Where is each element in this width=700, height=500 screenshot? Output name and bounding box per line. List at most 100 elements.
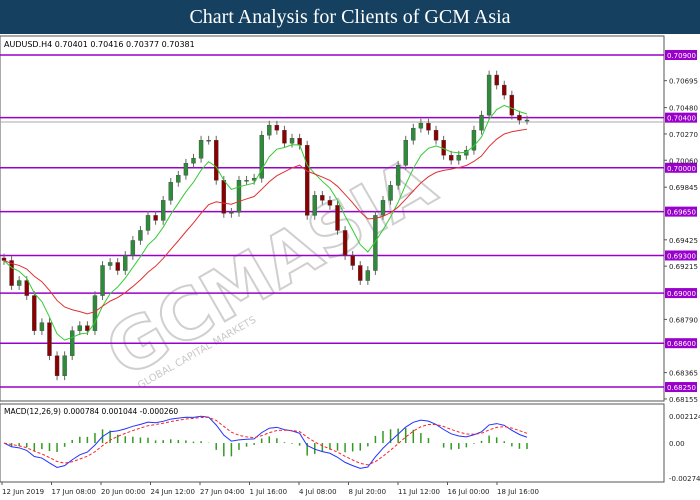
level-label: 0.69300 [667, 252, 696, 260]
x-tick-label: 1 Jul 16:00 [250, 488, 288, 496]
y-tick-label: 0.68365 [669, 370, 698, 378]
candle [221, 180, 227, 214]
level-label-bg [665, 288, 697, 299]
x-tick-label: 4 Jul 08:00 [299, 488, 337, 496]
y-tick-label: 0.70060 [669, 157, 698, 165]
candle [403, 140, 408, 166]
candle [160, 200, 166, 221]
y-tick-label: 0.70695 [669, 78, 698, 86]
level-label-bg [665, 250, 697, 261]
x-tick-label: 12 Jun 2019 [2, 488, 44, 496]
candle [320, 195, 325, 201]
candle [304, 145, 310, 216]
candle [486, 74, 492, 116]
ma-fast-line [3, 104, 528, 341]
candle [92, 295, 98, 331]
candle [433, 129, 439, 141]
candle [449, 155, 454, 161]
candle [282, 129, 287, 144]
symbol-header: AUDUSD.H4 0.70401 0.70416 0.70377 0.7038… [4, 40, 195, 49]
y-tick-label: 0.69215 [669, 263, 698, 271]
x-tick-label: 24 Jun 12:00 [151, 488, 195, 496]
candle [1, 257, 7, 261]
candle [267, 124, 272, 136]
candle [244, 180, 249, 182]
candle [16, 280, 22, 286]
y-tick-label: 0.69425 [669, 237, 698, 245]
x-tick-label: 16 Jul 00:00 [448, 488, 490, 496]
candle [456, 155, 461, 161]
x-tick-label: 8 Jul 20:00 [349, 488, 387, 496]
candle [183, 163, 189, 176]
candle [426, 122, 431, 131]
candle [494, 74, 499, 86]
macd-y-tick-label: 0.002124 [669, 413, 700, 421]
candle [365, 270, 371, 281]
candle [123, 255, 128, 271]
y-tick-label: 0.70480 [669, 105, 698, 113]
level-label-bg [665, 50, 697, 60]
level-label: 0.68600 [667, 340, 696, 348]
candle [77, 325, 82, 331]
candle [153, 215, 158, 221]
macd-header: MACD(12,26,9) 0.000784 0.001044 -0.00026… [4, 407, 178, 416]
y-tick-label: 0.70270 [669, 131, 698, 139]
candle [62, 355, 67, 376]
candle [145, 215, 151, 231]
candle [229, 212, 234, 214]
signal-line [3, 416, 528, 466]
price-panel [0, 35, 665, 402]
candle [9, 260, 14, 286]
candle [214, 140, 219, 181]
candle [206, 140, 211, 142]
candle [236, 180, 242, 213]
macd-y-tick-label: -0.002743 [669, 475, 700, 483]
candle [395, 165, 401, 186]
candle [373, 215, 378, 271]
candle [312, 195, 317, 216]
candle [479, 114, 484, 131]
candle [100, 265, 105, 296]
candle [47, 322, 52, 356]
macd-y-tick-label: 0.00 [669, 440, 685, 448]
level-label-bg [665, 112, 697, 123]
candle [411, 127, 416, 141]
level-label-bg [665, 382, 697, 393]
candle [176, 175, 181, 183]
candle [502, 84, 507, 96]
chart-area[interactable]: GCMASIA GLOBAL CAPITAL MARKETS 0.709000.… [0, 34, 700, 500]
level-label: 0.68250 [667, 384, 696, 392]
x-tick-label: 27 Jun 04:00 [200, 488, 244, 496]
y-tick-label: 0.68155 [669, 396, 698, 404]
level-label-bg [665, 206, 697, 217]
candle [259, 134, 264, 179]
x-tick-label: 11 Jul 12:00 [398, 488, 440, 496]
level-label: 0.70000 [667, 165, 696, 173]
candle [388, 185, 393, 201]
candle [138, 230, 143, 241]
candle [297, 137, 302, 146]
level-label: 0.70400 [667, 115, 696, 123]
candle [471, 129, 477, 151]
x-tick-label: 20 Jun 00:00 [101, 488, 145, 496]
candle [39, 322, 45, 331]
y-tick-label: 0.69845 [669, 184, 698, 192]
candle [358, 265, 363, 281]
candle [130, 240, 136, 256]
level-label-bg [665, 162, 697, 173]
candle [342, 230, 348, 256]
candle [115, 262, 120, 271]
candle [418, 122, 424, 129]
candle [168, 182, 173, 201]
candle [350, 255, 355, 266]
y-tick-label: 0.68790 [669, 316, 698, 324]
candle [32, 295, 37, 331]
macd-line [3, 415, 528, 469]
x-tick-label: 18 Jul 16:00 [497, 488, 539, 496]
candle [327, 200, 333, 206]
candle [70, 330, 75, 356]
candle [380, 200, 386, 216]
ma-slow-line [3, 128, 528, 315]
candle [289, 137, 295, 144]
candle [24, 280, 29, 296]
